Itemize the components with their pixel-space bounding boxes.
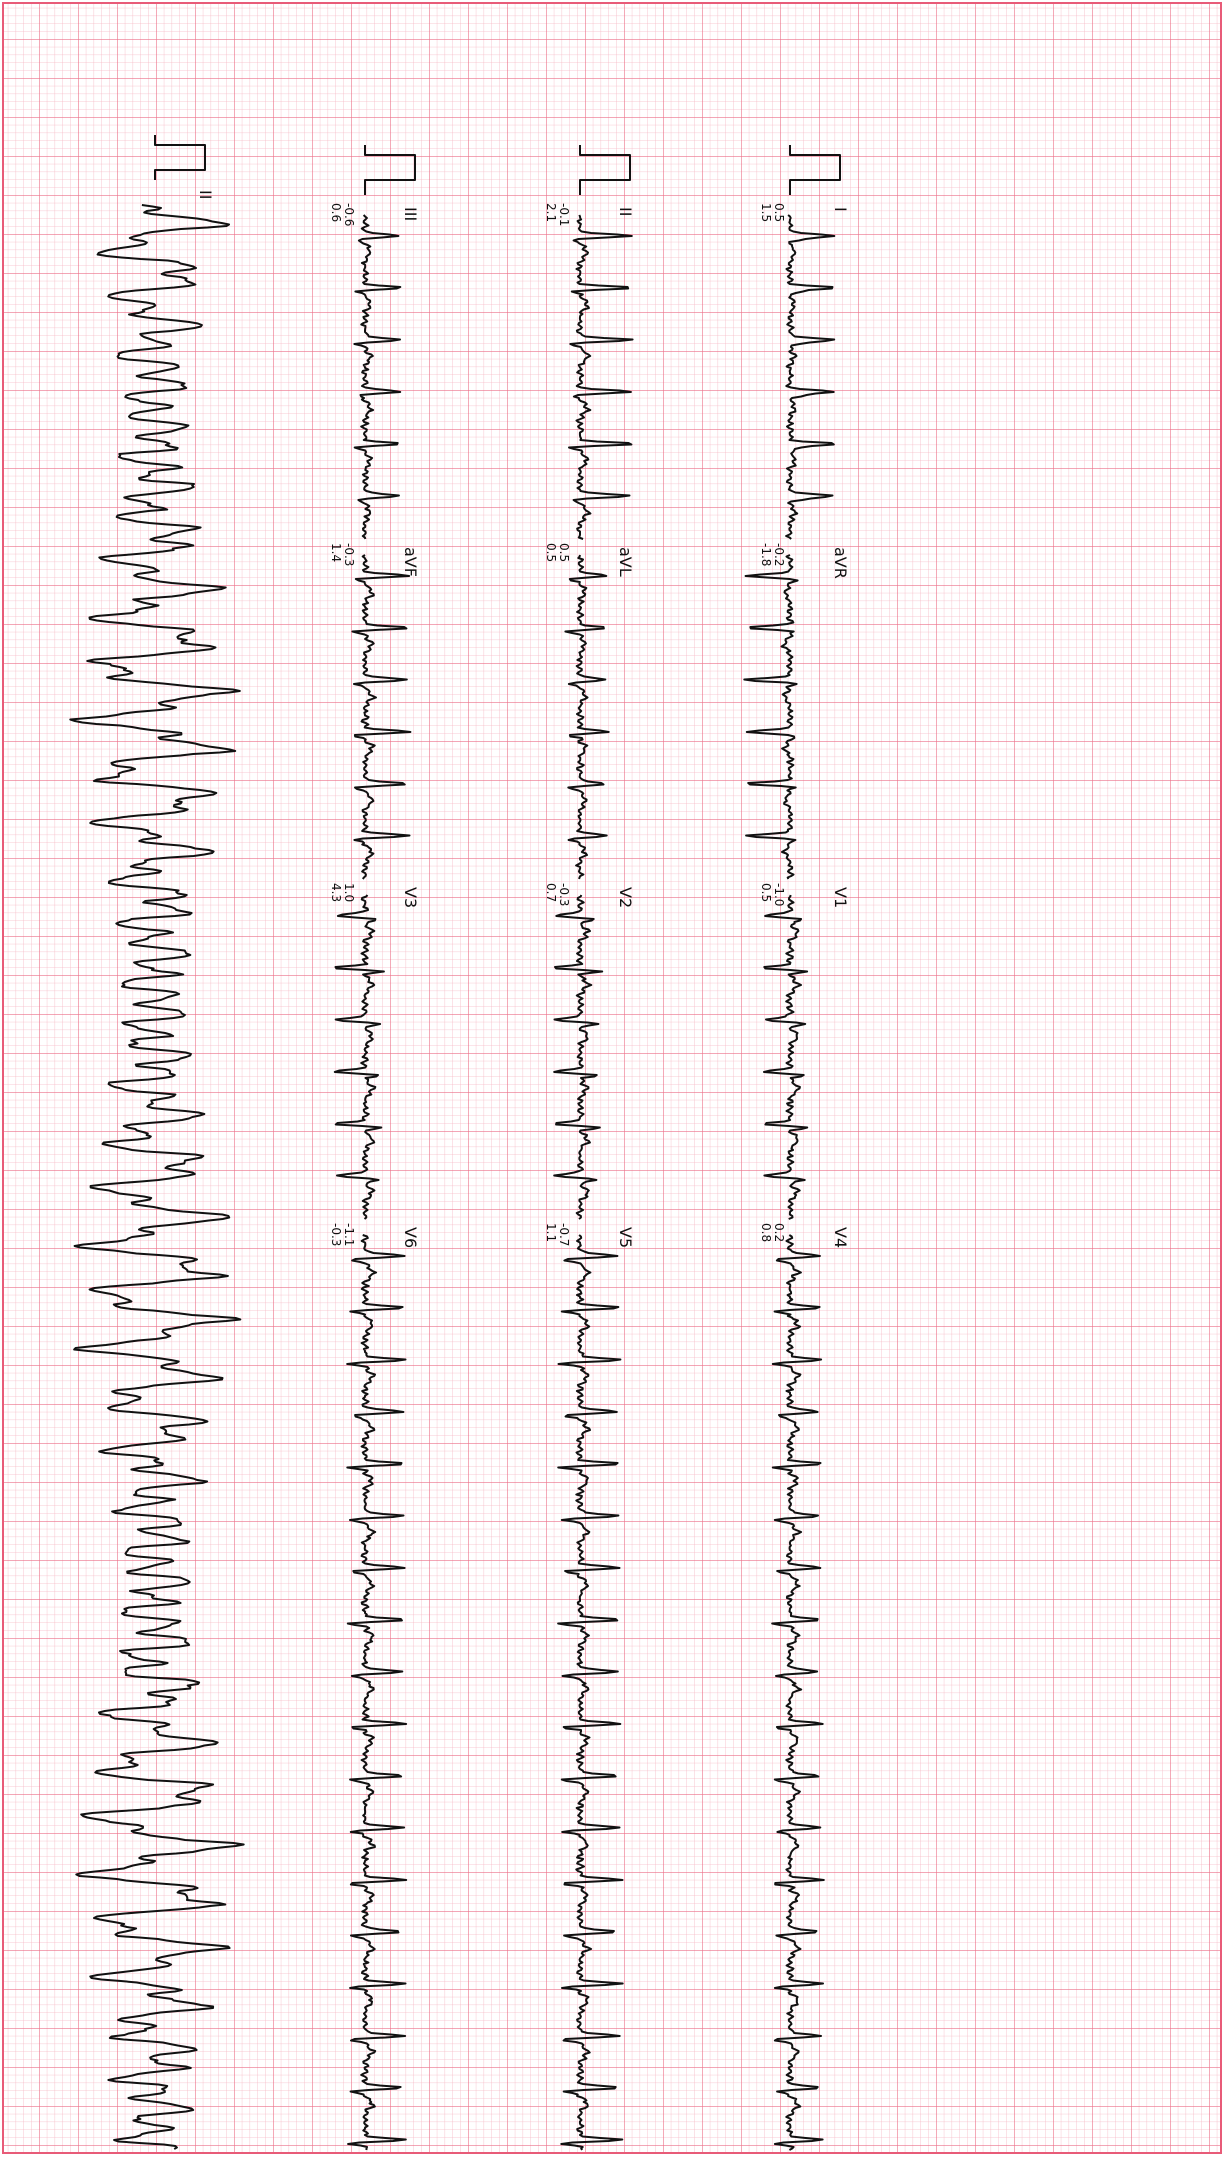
calibration-value: -1.1 — [342, 1223, 356, 1246]
calibration-value: -0.6 — [342, 203, 356, 226]
lead-label: V5 — [616, 1227, 635, 1248]
lead-label: I — [831, 207, 850, 212]
lead-label: aVR — [831, 547, 850, 579]
calibration-value: 0.5 — [772, 203, 786, 222]
lead-label: V6 — [401, 1227, 420, 1248]
calibration-value: -1.8 — [759, 543, 773, 566]
calibration-value: -1.0 — [772, 883, 786, 906]
calibration-value: 4.3 — [329, 883, 343, 902]
calibration-value: 0.5 — [544, 543, 558, 562]
calibration-pulse — [789, 145, 841, 195]
lead-trace — [553, 894, 604, 1220]
lead-trace — [346, 1234, 408, 2151]
calibration-value: -0.1 — [557, 203, 571, 226]
calibration-value: 2.1 — [544, 203, 558, 222]
lead-trace — [557, 1234, 624, 2151]
calibration-pulse — [579, 145, 631, 195]
lead-label: aVF — [401, 547, 420, 577]
lead-trace — [568, 214, 634, 540]
calibration-pulse — [364, 145, 416, 195]
rhythm-trace — [69, 204, 245, 2150]
lead-label: aVL — [616, 547, 635, 577]
calibration-value: -0.2 — [772, 543, 786, 566]
lead-label: II — [196, 190, 215, 199]
calibration-value: 1.0 — [342, 883, 356, 902]
calibration-value: 0.5 — [557, 543, 571, 562]
lead-trace — [785, 214, 836, 540]
lead-trace — [743, 554, 799, 880]
calibration-value: 0.2 — [772, 1223, 786, 1242]
calibration-value: -0.3 — [329, 1223, 343, 1246]
lead-trace — [564, 554, 610, 880]
calibration-value: 0.5 — [759, 883, 773, 902]
lead-label: III — [401, 207, 420, 221]
lead-trace — [353, 214, 402, 540]
calibration-value: -0.7 — [557, 1223, 571, 1246]
lead-trace — [333, 894, 385, 1220]
lead-label: V2 — [616, 887, 635, 908]
calibration-value: 1.1 — [544, 1223, 558, 1242]
lead-trace — [771, 1234, 825, 2151]
lead-trace — [763, 894, 809, 1220]
lead-label: V4 — [831, 1227, 850, 1248]
calibration-value: 1.4 — [329, 543, 343, 562]
calibration-value: 0.8 — [759, 1223, 773, 1242]
calibration-pulse — [154, 135, 206, 180]
lead-label: V1 — [831, 887, 850, 908]
lead-trace — [351, 554, 412, 880]
lead-label: II — [616, 207, 635, 216]
calibration-value: 1.5 — [759, 203, 773, 222]
calibration-value: -0.3 — [342, 543, 356, 566]
calibration-value: -0.3 — [557, 883, 571, 906]
lead-label: V3 — [401, 887, 420, 908]
calibration-value: 0.7 — [544, 883, 558, 902]
calibration-value: 0.6 — [329, 203, 343, 222]
